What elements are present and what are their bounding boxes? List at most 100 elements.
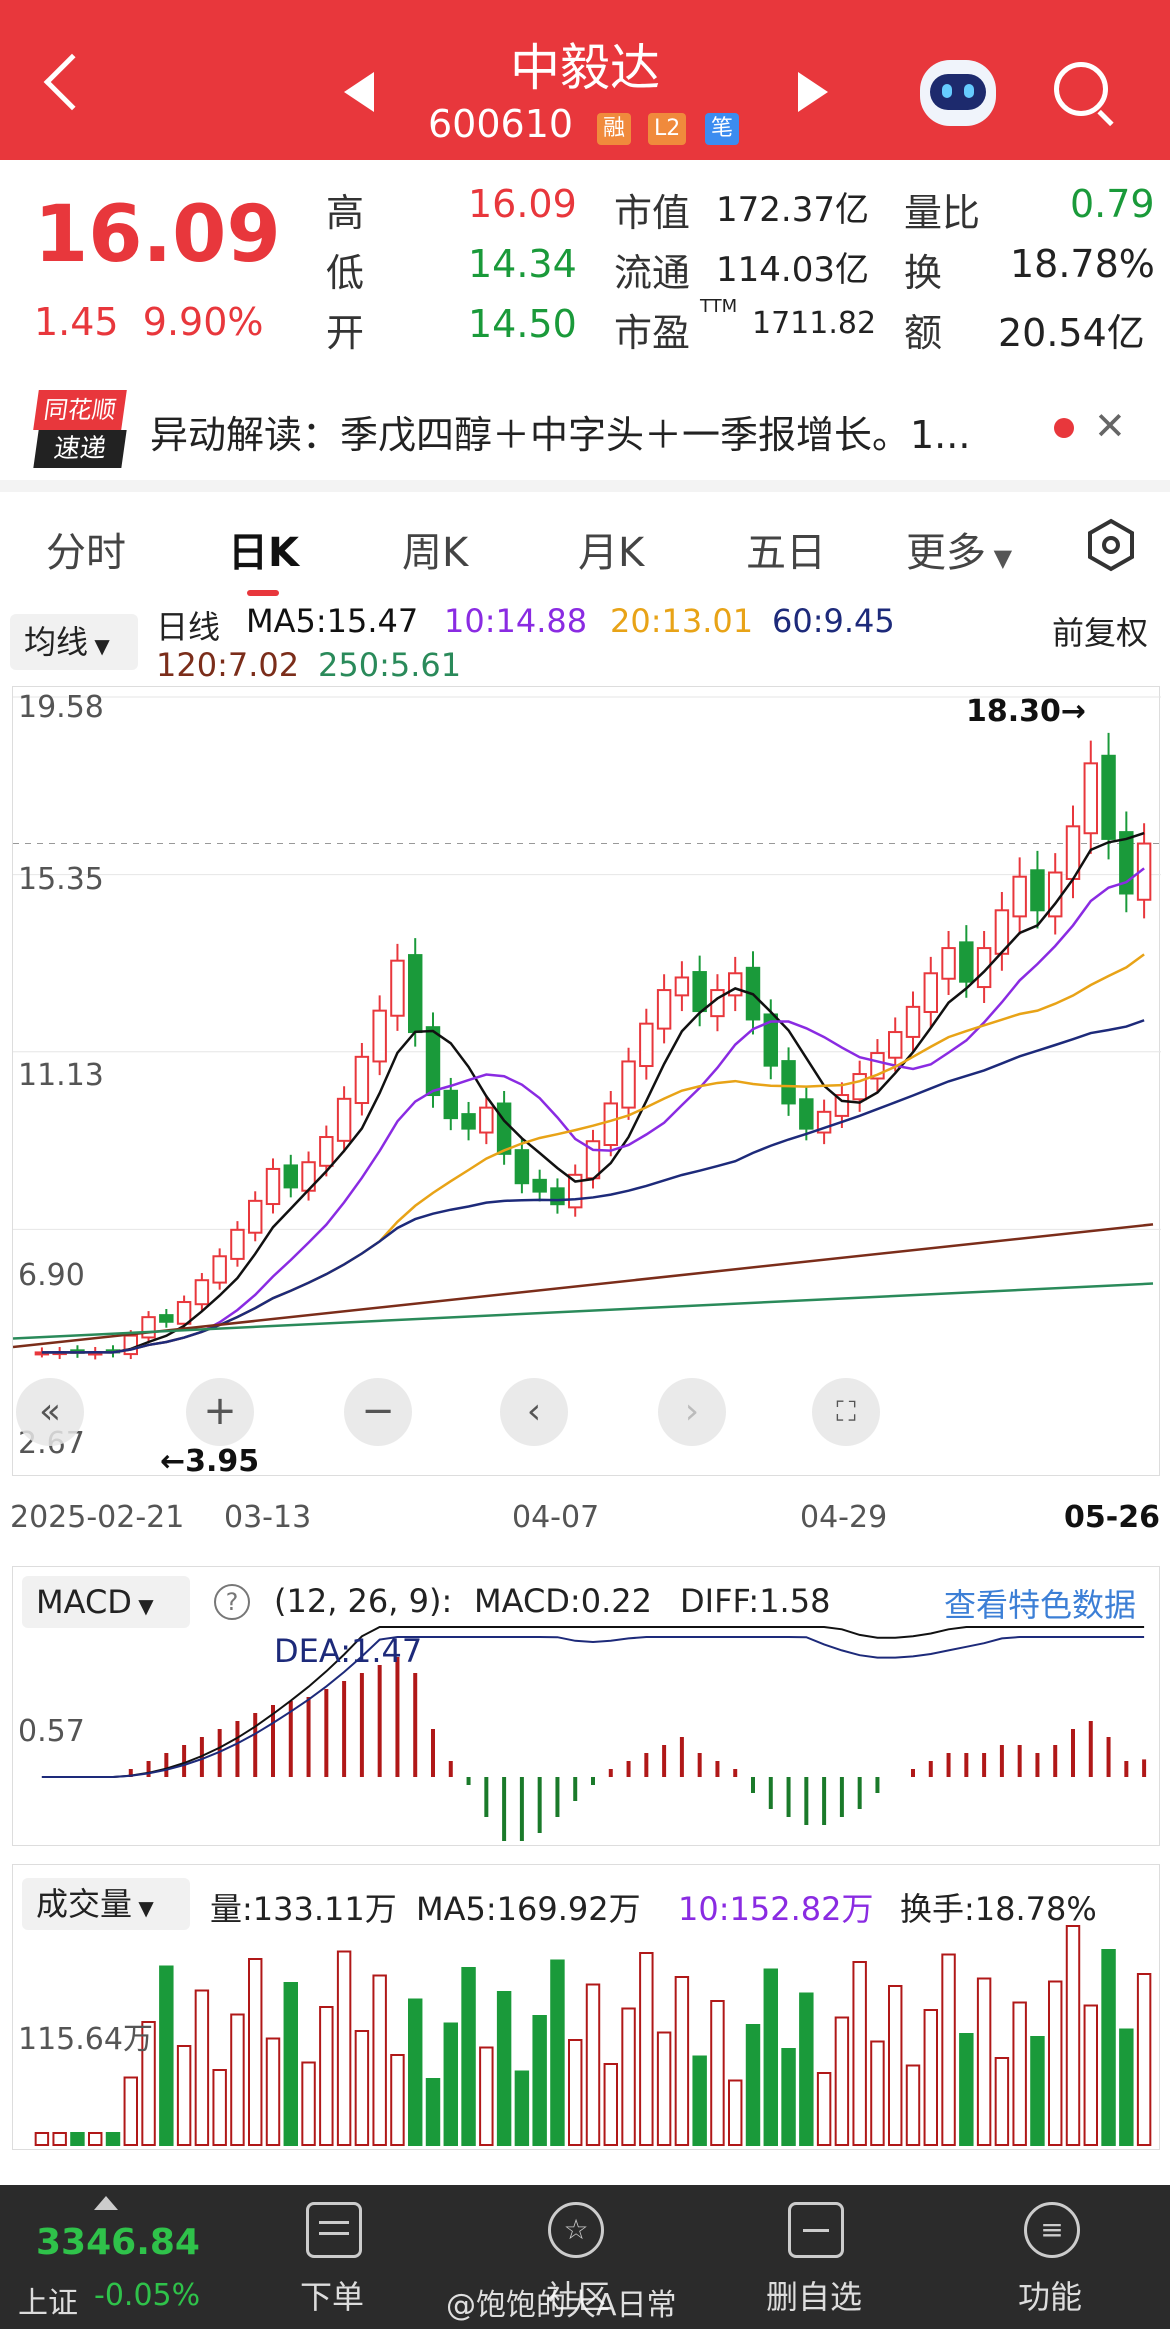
volume-bar — [870, 2040, 885, 2146]
fullscreen-icon[interactable]: ⛶ — [812, 1378, 880, 1446]
candle — [1083, 762, 1098, 835]
volume-bar — [479, 2046, 494, 2146]
candle — [1030, 869, 1045, 912]
volume-bar — [52, 2132, 67, 2146]
nav-remove-watchlist[interactable]: 删自选 — [766, 2278, 863, 2316]
volume-bar — [710, 2000, 725, 2146]
nav-order[interactable]: 下单 — [300, 2278, 365, 2316]
tab-five-day[interactable]: 五日 — [746, 530, 826, 576]
tag-tick: 笔 — [705, 113, 740, 145]
volume-bar — [834, 2016, 850, 2146]
volume-bar — [141, 2021, 156, 2146]
macd-dropdown[interactable]: MACD ▼ — [22, 1576, 190, 1628]
candle — [176, 1301, 192, 1325]
assistant-robot-icon[interactable] — [920, 60, 996, 126]
candle — [443, 1089, 458, 1120]
candle — [656, 989, 672, 1030]
pe-value: 1711.82 — [752, 306, 877, 341]
low-label: 低 — [326, 251, 365, 295]
nav-community[interactable]: 社区 — [546, 2278, 611, 2316]
ma120-line — [12, 1223, 1154, 1349]
volume-bar — [461, 1967, 476, 2146]
kline-chart[interactable] — [12, 686, 1161, 1476]
settings-hexagon-icon[interactable] — [1084, 518, 1138, 572]
next-stock-icon[interactable] — [798, 72, 828, 112]
order-icon[interactable] — [306, 2202, 362, 2258]
volume-bar — [763, 1968, 778, 2146]
candle — [532, 1178, 547, 1193]
amount-value: 20.54亿 — [998, 311, 1145, 355]
candle — [336, 1097, 352, 1142]
tab-monthly-k[interactable]: 月K — [578, 530, 645, 576]
candle — [621, 1060, 636, 1109]
x-label-0: 2025-02-21 — [10, 1500, 185, 1535]
open-label: 开 — [326, 311, 365, 355]
help-icon[interactable]: ? — [214, 1584, 250, 1620]
volume-bar — [568, 2039, 583, 2146]
prev-stock-icon[interactable] — [344, 72, 374, 112]
volume-bar — [212, 2069, 227, 2146]
candle — [230, 1228, 245, 1260]
candle — [283, 1164, 298, 1189]
volume-bar — [959, 2033, 974, 2146]
ma60-legend: 60:9.45 — [772, 602, 895, 640]
nav-functions[interactable]: 功能 — [1018, 2278, 1083, 2316]
tab-weekly-k[interactable]: 周K — [402, 530, 469, 576]
zoom-in-icon[interactable]: + — [186, 1378, 254, 1446]
ma120-legend: 120:7.02 — [156, 646, 300, 684]
volume-dropdown[interactable]: 成交量 ▼ — [22, 1878, 190, 1930]
volume-bar — [728, 2079, 743, 2146]
news-headline[interactable]: 异动解读：季戊四醇＋中字头＋一季报增长。1... — [150, 413, 971, 457]
volume-bar — [781, 2048, 796, 2146]
volume-bar — [532, 2015, 547, 2146]
candle — [248, 1199, 263, 1234]
volume-bar — [248, 1958, 263, 2146]
search-icon[interactable] — [1054, 62, 1108, 116]
tab-more[interactable]: 更多 ▼ — [906, 530, 1013, 576]
volume-bar — [425, 2078, 441, 2146]
candle — [603, 1102, 618, 1147]
float-value: 114.03亿 — [716, 250, 869, 290]
index-value[interactable]: 3346.84 — [36, 2222, 200, 2263]
mktcap-label: 市值 — [614, 191, 691, 235]
tab-timeshare[interactable]: 分时 — [46, 530, 126, 576]
prev-icon[interactable]: ‹ — [500, 1378, 568, 1446]
pe-label: 市盈 — [614, 311, 691, 355]
functions-icon[interactable]: ≡ — [1024, 2202, 1080, 2258]
volume-bar — [88, 2132, 103, 2146]
volume-bar — [176, 2045, 192, 2146]
line-type-label: 日线 — [156, 608, 221, 646]
volume-bar — [336, 1950, 352, 2146]
mktcap-value: 172.37亿 — [716, 190, 869, 230]
scroll-left-icon[interactable]: « — [16, 1378, 84, 1446]
diff-value: DIFF:1.58 — [680, 1582, 831, 1620]
community-icon[interactable]: ☆ — [548, 2202, 604, 2258]
volume-bar — [692, 2055, 707, 2146]
ma-dropdown[interactable]: 均线 ▼ — [10, 614, 138, 670]
index-change: -0.05% — [94, 2278, 201, 2313]
y-label-2: 15.35 — [18, 862, 104, 897]
adjust-mode[interactable]: 前复权 — [1052, 614, 1149, 652]
low-value: 14.34 — [468, 242, 577, 286]
feature-data-link[interactable]: 查看特色数据 — [944, 1586, 1137, 1624]
y-label-3: 11.13 — [18, 1058, 104, 1093]
volume-bar — [1065, 1925, 1081, 2146]
volume-bar — [745, 2024, 761, 2146]
next-icon[interactable]: › — [658, 1378, 726, 1446]
zoom-out-icon[interactable]: − — [344, 1378, 412, 1446]
candle — [372, 1009, 387, 1063]
unread-dot — [1054, 418, 1074, 438]
close-news-icon[interactable]: ✕ — [1094, 404, 1126, 448]
price-change: 1.45 9.90% — [34, 300, 264, 344]
pe-ttm-sup: TTM — [700, 296, 738, 317]
x-label-3: 04-29 — [800, 1500, 888, 1535]
x-label-4: 05-26 — [1064, 1500, 1160, 1535]
vol-ratio-value: 0.79 — [1070, 182, 1155, 226]
macd-y-label: 0.57 — [18, 1714, 85, 1749]
candle — [639, 1022, 654, 1068]
high-value: 16.09 — [468, 182, 577, 226]
turnover-value: 18.78% — [1010, 242, 1155, 286]
tab-daily-k[interactable]: 日K — [228, 530, 299, 576]
remove-watchlist-icon[interactable] — [788, 2202, 844, 2258]
volume-bar — [852, 1961, 867, 2146]
